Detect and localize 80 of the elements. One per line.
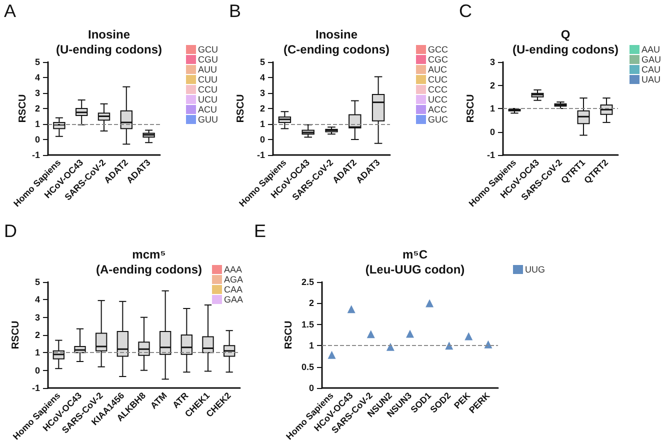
text: A xyxy=(4,1,16,21)
text: C xyxy=(459,1,472,21)
legend-label: AAA xyxy=(224,264,242,274)
legend-label: CUC xyxy=(428,74,448,84)
chart-title: Inosine (C-ending codons) xyxy=(284,28,390,56)
legend-label: AUU xyxy=(198,64,218,74)
legend-label: GCC xyxy=(428,44,448,54)
y-tick-label: 4 xyxy=(260,72,265,82)
text: D xyxy=(4,221,17,241)
legend-label: CUU xyxy=(198,74,218,84)
point xyxy=(464,332,473,340)
y-tick-label: 0 xyxy=(308,383,314,393)
y-tick-label: 1.5 xyxy=(301,319,314,330)
y-tick-label: 3 xyxy=(260,88,265,98)
text: E xyxy=(254,221,266,241)
chart-title: m⁵C (Leu-UUG codon) xyxy=(365,248,465,276)
legend-label: UAU xyxy=(641,74,661,84)
y-axis-title: RSCU xyxy=(236,94,247,123)
y-tick-label: -1 xyxy=(32,150,40,160)
legend-label: AGA xyxy=(224,274,244,284)
y-tick-label: 2.5 xyxy=(301,277,314,287)
legend-label: AAU xyxy=(641,44,660,54)
y-tick-label: 5 xyxy=(260,57,265,67)
y-tick-label: 1 xyxy=(34,348,40,358)
legend-label: AUC xyxy=(428,64,448,74)
legend-label: GCU xyxy=(198,44,218,54)
y-tick-label: -1 xyxy=(32,383,40,393)
y-axis-title: RSCU xyxy=(18,94,28,123)
y-tick-label: 1 xyxy=(490,104,495,114)
legend-label: UUG xyxy=(525,264,545,274)
legend-label: ACC xyxy=(428,104,448,114)
chart-title: mcm⁵ (A-ending codons) xyxy=(96,248,202,276)
y-tick-label: 1 xyxy=(308,340,314,351)
chart-title: Q (U-ending codons) xyxy=(512,28,618,56)
legend-label: CCU xyxy=(198,84,218,94)
y-tick-label: 3 xyxy=(34,88,40,98)
legend-label: GUC xyxy=(428,114,448,124)
legend-label: GAU xyxy=(641,54,662,64)
legend-label: CGC xyxy=(428,54,448,64)
legend-label: CGU xyxy=(198,54,218,64)
y-tick-label: 2 xyxy=(260,104,265,114)
legend-label: ACU xyxy=(198,104,218,114)
y-tick-label: 4 xyxy=(34,294,40,305)
y-tick-label: 0 xyxy=(34,134,40,144)
y-tick-label: 1 xyxy=(260,119,265,129)
point xyxy=(366,330,375,338)
point xyxy=(426,299,434,308)
y-tick-label: 2 xyxy=(34,330,40,340)
legend-label: GUU xyxy=(198,114,218,124)
legend-label: UCC xyxy=(428,94,448,104)
point xyxy=(347,305,356,314)
legend-label: GAA xyxy=(224,294,244,304)
y-tick-label: 2 xyxy=(490,80,495,90)
y-tick-label: 3 xyxy=(490,57,495,67)
y-tick-label: 2 xyxy=(308,298,314,308)
y-tick-label: -1 xyxy=(486,150,495,160)
y-tick-label: 0 xyxy=(490,126,495,137)
y-tick-label: 0.5 xyxy=(301,362,314,372)
point xyxy=(386,342,394,351)
legend-label: CAA xyxy=(224,284,243,294)
y-tick-label: 5 xyxy=(34,57,40,67)
y-tick-label: 1 xyxy=(34,119,40,129)
y-tick-label: -1 xyxy=(256,150,265,160)
legend-label: CAU xyxy=(641,64,661,74)
legend-label: CCC xyxy=(428,84,448,94)
text: B xyxy=(229,1,242,21)
y-tick-label: 4 xyxy=(34,72,40,82)
point xyxy=(406,330,414,338)
y-tick-label: 5 xyxy=(34,277,40,287)
chart-title: Inosine (U-ending codons) xyxy=(56,28,162,56)
y-axis-title: RSCU xyxy=(466,94,477,123)
legend-label: UCU xyxy=(198,94,218,104)
point xyxy=(484,340,492,348)
y-tick-label: 0 xyxy=(34,365,40,376)
y-axis-title: RSCU xyxy=(284,320,294,350)
y-axis-title: RSCU xyxy=(10,320,22,350)
y-tick-label: 0 xyxy=(260,134,265,144)
y-tick-label: 3 xyxy=(34,312,40,322)
point xyxy=(328,350,336,359)
y-tick-label: 2 xyxy=(34,104,40,114)
